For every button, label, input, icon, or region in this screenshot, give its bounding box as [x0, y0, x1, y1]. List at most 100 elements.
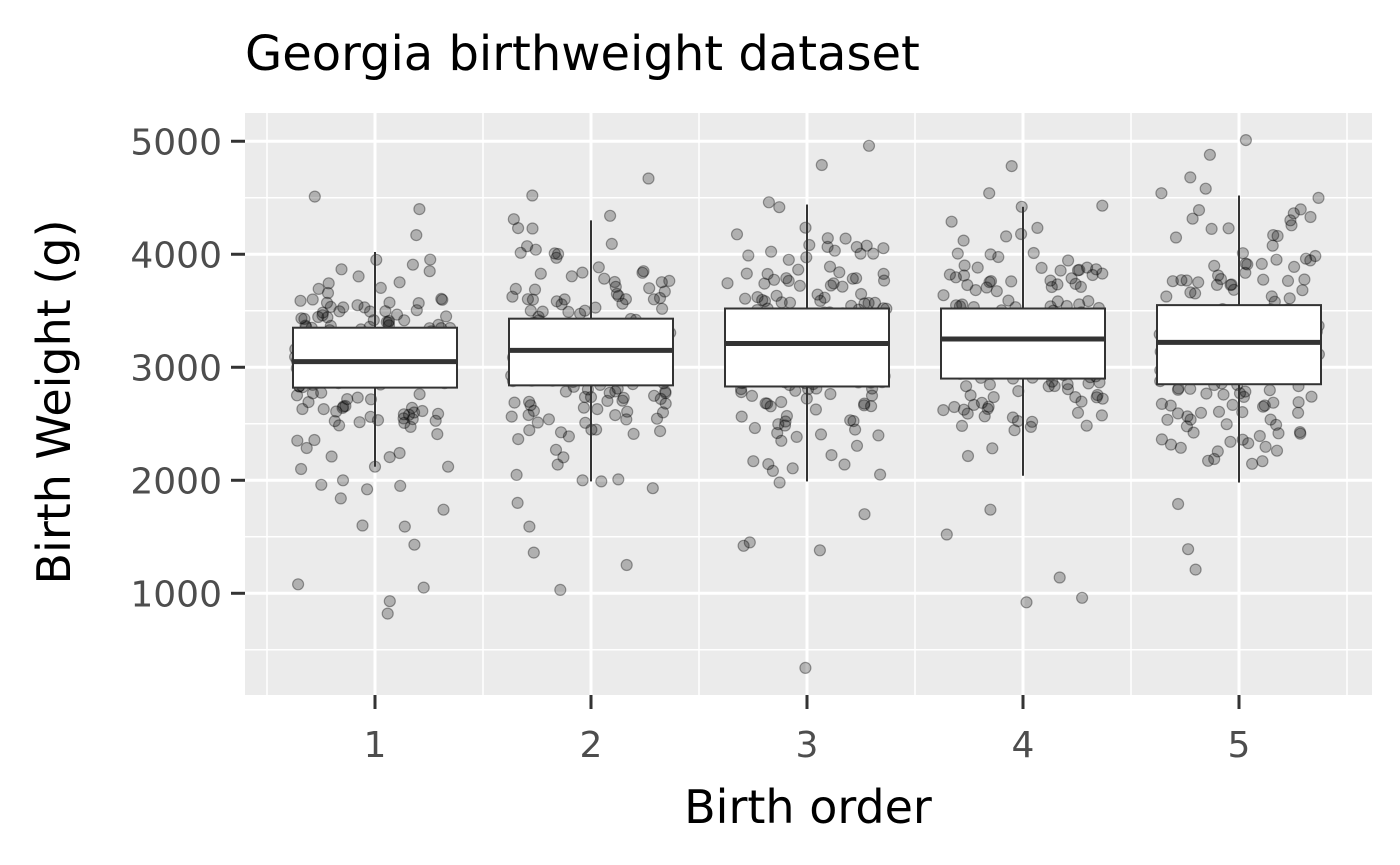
data-point: [1184, 413, 1197, 426]
box-body: [292, 326, 458, 389]
data-point: [1208, 259, 1221, 272]
data-point: [759, 397, 772, 410]
data-point: [364, 305, 377, 318]
data-point: [527, 546, 540, 559]
data-point: [522, 408, 535, 422]
data-point: [647, 293, 661, 306]
data-point: [786, 462, 799, 475]
data-point: [1048, 379, 1061, 393]
data-point: [1184, 171, 1197, 184]
data-point: [773, 476, 786, 489]
data-point: [659, 386, 672, 400]
data-point: [1155, 433, 1169, 446]
data-point: [364, 393, 378, 406]
data-point: [1245, 457, 1259, 470]
data-point: [975, 396, 989, 409]
data-point: [437, 503, 450, 516]
data-point: [529, 243, 542, 256]
data-point: [306, 293, 319, 306]
data-point: [659, 397, 672, 410]
data-point: [1220, 418, 1233, 431]
data-point: [833, 266, 846, 279]
data-point: [654, 392, 667, 405]
data-point: [813, 544, 827, 557]
data-point: [393, 446, 406, 460]
data-point: [509, 282, 522, 295]
data-point: [1175, 274, 1188, 287]
data-point: [1014, 227, 1028, 241]
data-point: [961, 449, 975, 463]
data-point: [836, 280, 849, 293]
data-point: [730, 228, 744, 241]
data-point: [760, 397, 774, 410]
data-point: [737, 539, 750, 552]
data-point: [663, 274, 676, 287]
data-point: [379, 305, 392, 318]
data-point: [647, 389, 661, 402]
data-point: [1184, 286, 1197, 299]
data-point: [576, 266, 589, 279]
data-point: [864, 400, 878, 413]
data-point: [844, 414, 857, 427]
data-point: [557, 451, 570, 464]
data-point: [291, 434, 304, 447]
data-point: [1294, 203, 1307, 216]
data-point: [591, 403, 604, 416]
data-point: [740, 267, 753, 280]
data-point: [603, 209, 617, 222]
data-point: [1161, 413, 1174, 426]
data-point: [1257, 273, 1270, 286]
data-point: [383, 595, 396, 608]
data-point: [1080, 261, 1094, 274]
data-point: [562, 305, 575, 318]
data-point: [1074, 280, 1088, 293]
data-point: [1309, 249, 1322, 263]
data-point: [520, 240, 534, 253]
data-point: [526, 293, 540, 306]
data-point: [772, 418, 785, 431]
data-point: [336, 401, 349, 414]
data-point: [330, 405, 343, 418]
data-point: [948, 400, 961, 414]
data-point: [821, 240, 834, 253]
data-point: [512, 433, 525, 446]
data-point: [1166, 275, 1179, 288]
data-point: [825, 449, 838, 462]
data-point: [424, 253, 437, 266]
data-point: [351, 391, 364, 404]
data-point: [333, 305, 346, 318]
data-point: [1171, 497, 1185, 511]
data-point: [824, 279, 838, 292]
data-point: [527, 404, 541, 417]
data-point: [300, 441, 313, 455]
data-point: [828, 244, 841, 257]
data-point: [523, 520, 536, 533]
data-point: [333, 419, 346, 432]
data-point: [381, 607, 394, 620]
data-point: [1199, 182, 1212, 195]
data-point: [294, 294, 307, 307]
data-point: [1266, 239, 1279, 252]
data-point: [554, 426, 568, 439]
data-point: [747, 455, 760, 468]
x-axis-title: Birth order: [684, 780, 932, 834]
data-point: [526, 222, 539, 235]
data-point: [339, 399, 352, 413]
data-point: [1164, 438, 1178, 451]
data-point: [1086, 268, 1099, 282]
y-tick-label: 3000: [130, 348, 222, 389]
data-point: [967, 398, 981, 411]
data-point: [743, 536, 756, 549]
data-point: [1186, 212, 1199, 225]
data-point: [565, 270, 578, 283]
data-point: [858, 397, 871, 410]
data-point: [1020, 596, 1033, 609]
data-point: [383, 451, 396, 464]
data-point: [302, 396, 315, 409]
data-point: [873, 468, 887, 481]
data-point: [821, 232, 834, 245]
data-point: [506, 290, 519, 303]
data-point: [983, 187, 996, 200]
data-point: [721, 277, 734, 290]
data-point: [526, 189, 539, 202]
